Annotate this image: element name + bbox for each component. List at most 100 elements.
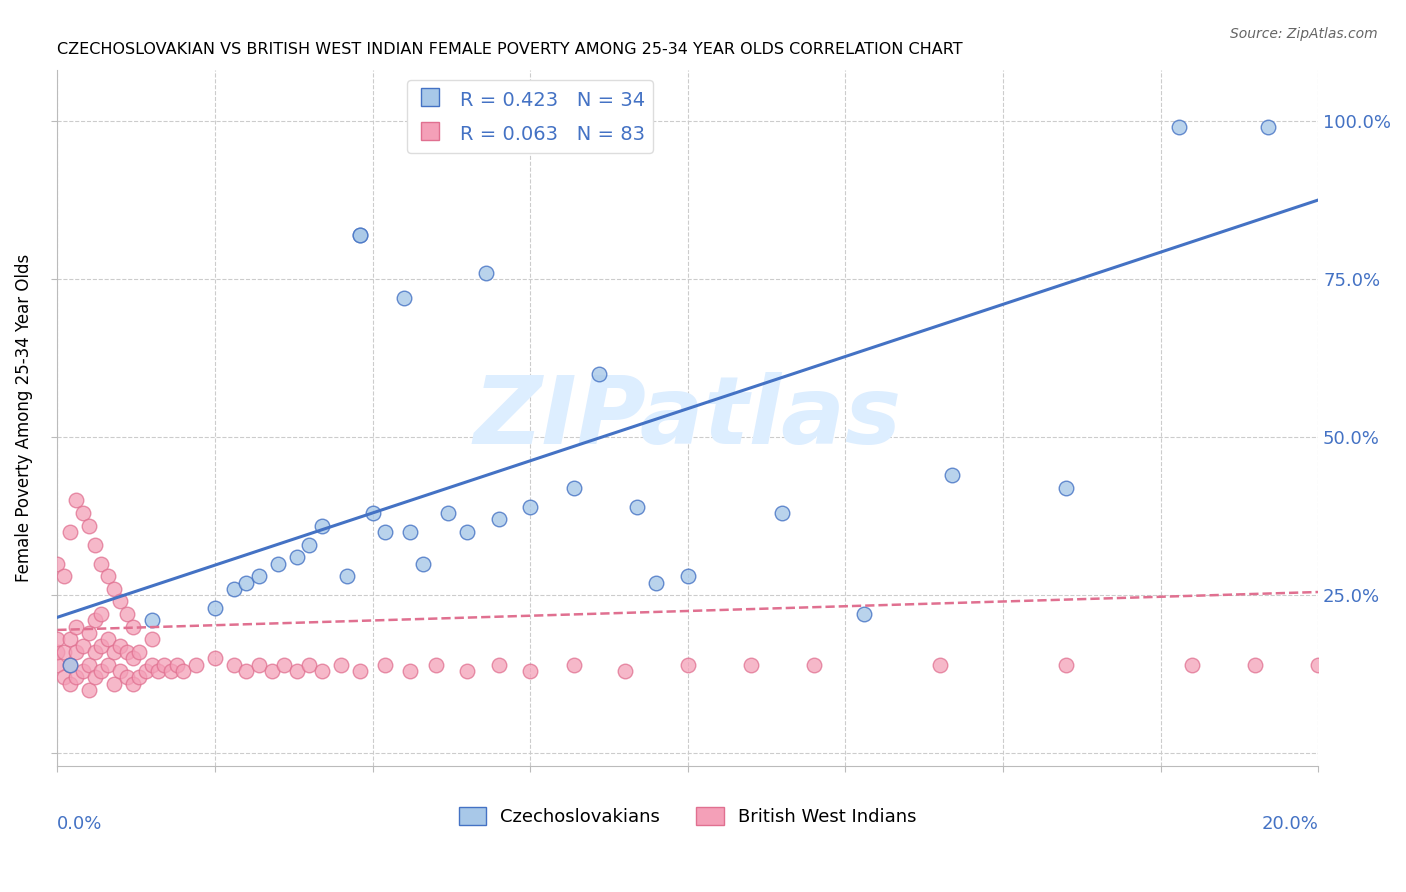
Point (311, 664, 333, 678)
Point (84, 670, 107, 684)
Point (425, 657, 447, 672)
Text: 20.0%: 20.0% (1261, 814, 1319, 832)
Point (488, 657, 510, 672)
Point (59, 632, 82, 647)
Point (146, 664, 169, 678)
Point (676, 569, 699, 583)
Point (46, 557, 69, 571)
Point (311, 518, 333, 533)
Point (298, 538, 321, 552)
Point (59, 524, 82, 539)
Point (90, 557, 112, 571)
Point (437, 506, 460, 520)
Point (172, 664, 194, 678)
Point (235, 575, 257, 590)
Point (488, 512, 510, 526)
Point (399, 664, 422, 678)
Point (97, 632, 120, 647)
Point (222, 582, 245, 596)
Point (285, 550, 308, 565)
Point (65, 620, 87, 634)
Text: 0.0%: 0.0% (58, 814, 103, 832)
Point (59, 657, 82, 672)
Point (103, 582, 125, 596)
Point (562, 657, 585, 672)
Point (676, 657, 699, 672)
Point (141, 657, 163, 672)
Point (519, 500, 541, 514)
Point (1168, 120, 1191, 135)
Point (260, 664, 283, 678)
Point (128, 645, 150, 659)
Point (740, 657, 762, 672)
Point (349, 227, 371, 242)
Point (1054, 657, 1077, 672)
Point (1308, 657, 1330, 672)
Point (103, 645, 125, 659)
Y-axis label: Female Poverty Among 25-34 Year Olds: Female Poverty Among 25-34 Year Olds (15, 254, 32, 582)
Text: CZECHOSLOVAKIAN VS BRITISH WEST INDIAN FEMALE POVERTY AMONG 25-34 YEAR OLDS CORR: CZECHOSLOVAKIAN VS BRITISH WEST INDIAN F… (58, 42, 963, 57)
Point (475, 266, 498, 280)
Point (65, 493, 87, 508)
Point (349, 664, 371, 678)
Point (141, 632, 163, 647)
Point (110, 664, 132, 678)
Point (90, 639, 112, 653)
Point (72, 664, 94, 678)
Point (235, 664, 257, 678)
Point (72, 506, 94, 520)
Point (204, 651, 226, 665)
Point (52, 645, 75, 659)
Point (46, 632, 69, 647)
Point (222, 657, 245, 672)
Point (46, 645, 69, 659)
Point (84, 538, 107, 552)
Point (588, 367, 610, 381)
Point (941, 468, 963, 483)
Point (153, 657, 176, 672)
Point (1181, 657, 1204, 672)
Point (72, 639, 94, 653)
Point (336, 569, 359, 583)
Point (65, 670, 87, 684)
Point (115, 670, 138, 684)
Point (1244, 657, 1267, 672)
Point (349, 227, 371, 242)
Point (122, 620, 145, 634)
Point (97, 569, 120, 583)
Point (122, 651, 145, 665)
Point (204, 600, 226, 615)
Point (141, 614, 163, 628)
Point (770, 506, 793, 520)
Point (247, 569, 270, 583)
Point (613, 664, 636, 678)
Point (65, 645, 87, 659)
Point (298, 657, 321, 672)
Point (330, 657, 353, 672)
Point (399, 524, 422, 539)
Point (110, 594, 132, 608)
Point (115, 607, 138, 621)
Point (562, 481, 585, 495)
Text: ZIPatlas: ZIPatlas (474, 372, 901, 464)
Point (110, 639, 132, 653)
Point (285, 664, 308, 678)
Point (84, 645, 107, 659)
Point (374, 524, 396, 539)
Point (59, 657, 82, 672)
Point (77, 518, 100, 533)
Point (626, 500, 648, 514)
Point (90, 607, 112, 621)
Point (97, 657, 120, 672)
Point (77, 626, 100, 640)
Point (135, 664, 157, 678)
Point (392, 291, 415, 305)
Point (456, 524, 478, 539)
Point (519, 664, 541, 678)
Point (247, 657, 270, 672)
Point (267, 557, 290, 571)
Point (103, 676, 125, 690)
Point (90, 664, 112, 678)
Point (52, 670, 75, 684)
Legend: Czechoslovakians, British West Indians: Czechoslovakians, British West Indians (451, 799, 924, 833)
